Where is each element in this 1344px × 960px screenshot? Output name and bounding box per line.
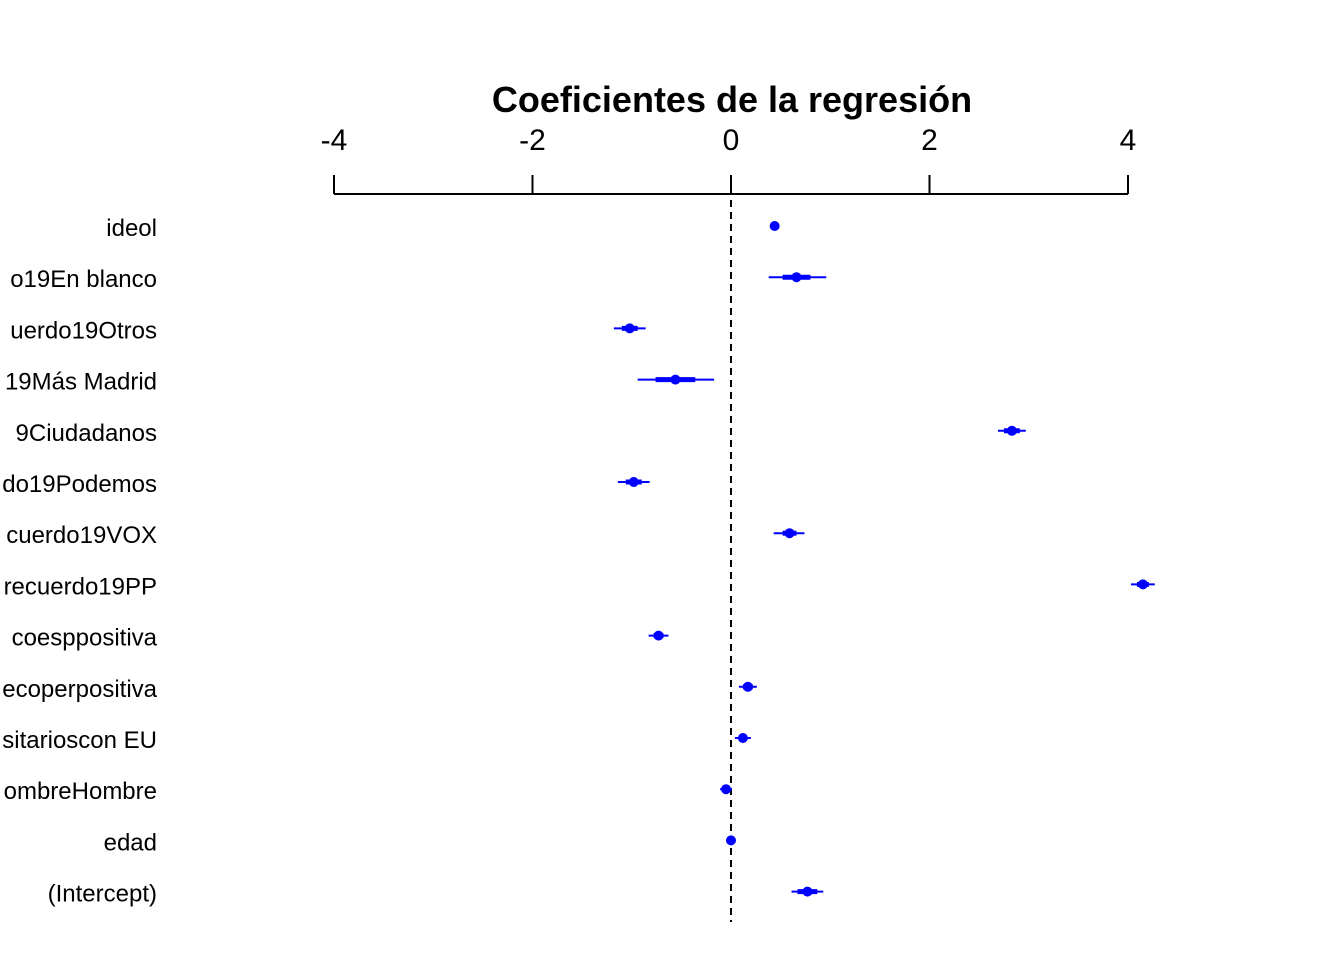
row-label: do19Podemos — [2, 471, 157, 498]
row-label: ecoperpositiva — [2, 676, 157, 703]
coefficient-point — [1006, 425, 1017, 436]
coefficient-point — [784, 528, 795, 539]
row-label: recuerdo19PP — [4, 573, 157, 600]
row-label: 19Más Madrid — [5, 369, 157, 396]
x-tick-label: 0 — [723, 124, 740, 157]
row-label: cuerdo19VOX — [6, 522, 157, 549]
coefficient-point — [653, 630, 664, 641]
coefficient-labels: ideol o19En blanco uerdo19Otros 19Más Madri… — [2, 215, 157, 908]
coefficient-point — [624, 323, 635, 334]
x-tick-label: -2 — [519, 124, 546, 157]
coefficient-point — [670, 374, 681, 385]
coefficient-point — [1137, 579, 1148, 590]
row-label: edad — [104, 829, 157, 856]
x-tick-label: -4 — [321, 124, 348, 157]
x-axis: -4 -2 0 2 4 — [321, 124, 1137, 195]
row-label: ideol — [106, 215, 157, 242]
coefficient-point — [802, 886, 813, 897]
coefficient-point — [769, 221, 780, 231]
row-label: (Intercept) — [48, 881, 157, 908]
x-tick-label: 4 — [1120, 124, 1137, 157]
row-label: coesppositiva — [12, 625, 158, 652]
row-label: sitarioscon EU — [2, 727, 157, 754]
coefficient-point — [742, 681, 753, 692]
row-label: o19En blanco — [10, 266, 157, 293]
row-label: 9Ciudadanos — [16, 420, 157, 447]
coefficient-point — [737, 733, 748, 743]
coefficient-point — [791, 272, 802, 283]
coefficient-points — [624, 221, 1148, 897]
chart-title: Coeficientes de la regresión — [492, 79, 972, 120]
row-label: uerdo19Otros — [10, 317, 157, 344]
row-label: ombreHombre — [4, 778, 157, 805]
x-tick-label: 2 — [921, 124, 938, 157]
coefficient-point — [721, 784, 732, 795]
confidence-intervals — [613, 223, 1155, 895]
coefficient-point — [726, 835, 736, 846]
coefficient-point — [628, 477, 639, 487]
